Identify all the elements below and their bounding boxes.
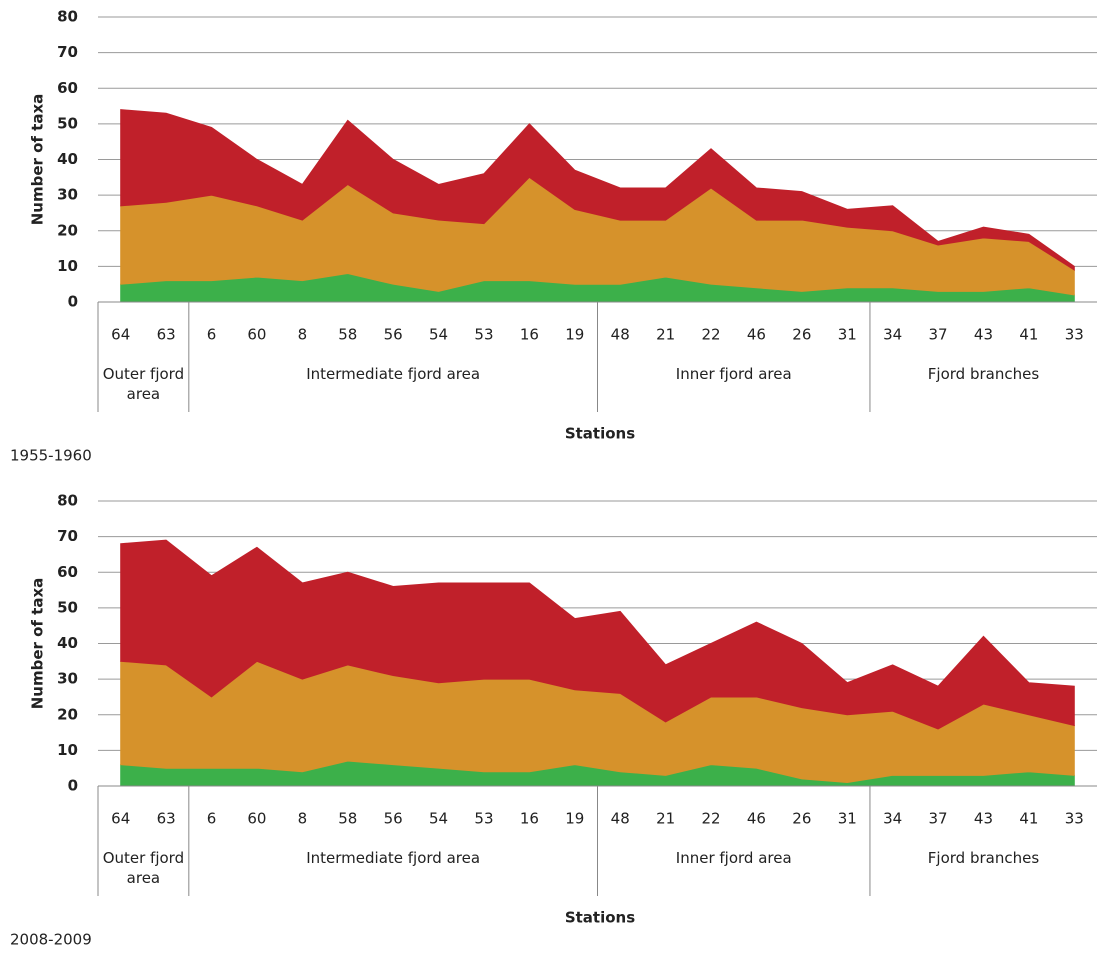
group-label: Outer fjord area — [102, 365, 185, 403]
x-tick-label: 56 — [384, 810, 403, 828]
x-tick-label: 16 — [520, 326, 539, 344]
x-tick-label: 64 — [111, 326, 130, 344]
group-label-box: Fjord branches — [927, 849, 1040, 867]
x-tick-label: 41 — [1019, 810, 1038, 828]
group-label-box: Inner fjord area — [675, 849, 792, 867]
group-label-box: Outer fjord area — [102, 849, 185, 887]
x-tick-label: 8 — [298, 810, 308, 828]
x-tick-label: 26 — [792, 810, 811, 828]
x-tick-label: 58 — [338, 810, 357, 828]
x-tick-label: 33 — [1065, 326, 1084, 344]
y-tick-label: 50 — [57, 114, 78, 132]
x-tick-label: 48 — [611, 810, 630, 828]
x-tick-label: 60 — [247, 326, 266, 344]
x-tick-label: 6 — [207, 326, 217, 344]
chart-title: 2008-2009 — [10, 931, 92, 949]
x-tick-label: 37 — [929, 810, 948, 828]
x-tick-label: 58 — [338, 326, 357, 344]
x-tick-label: 34 — [883, 326, 902, 344]
x-tick-label: 54 — [429, 326, 448, 344]
group-label-box: Inner fjord area — [675, 365, 792, 383]
x-tick-label: 43 — [974, 810, 993, 828]
y-tick-label: 50 — [57, 598, 78, 616]
area — [120, 539, 1075, 730]
x-tick-label: 19 — [565, 810, 584, 828]
x-tick-label: 43 — [974, 326, 993, 344]
x-tick-label: 63 — [157, 810, 176, 828]
x-tick-label: 46 — [747, 326, 766, 344]
x-tick-label: 46 — [747, 810, 766, 828]
y-tick-label: 30 — [57, 670, 78, 688]
group-label: Intermediate fjord area — [306, 849, 481, 867]
x-tick-label: 19 — [565, 326, 584, 344]
group-label: Inner fjord area — [675, 365, 792, 383]
x-tick-label: 54 — [429, 810, 448, 828]
group-label-box: Intermediate fjord area — [306, 849, 481, 867]
y-tick-label: 20 — [57, 221, 78, 239]
chart-title: 1955-1960 — [10, 447, 92, 465]
y-tick-label: 80 — [57, 492, 78, 510]
group-label-box: Outer fjord area — [102, 365, 185, 403]
y-tick-label: 80 — [57, 8, 78, 26]
x-tick-label: 41 — [1019, 326, 1038, 344]
group-label-box: Intermediate fjord area — [306, 365, 481, 383]
x-axis-title: Stations — [565, 425, 635, 443]
y-tick-label: 60 — [57, 563, 78, 581]
x-axis-title: Stations — [565, 909, 635, 927]
x-tick-label: 26 — [792, 326, 811, 344]
x-tick-label: 6 — [207, 810, 217, 828]
group-label: Inner fjord area — [675, 849, 792, 867]
y-tick-label: 40 — [57, 634, 78, 652]
y-tick-label: 60 — [57, 79, 78, 97]
group-label-box: Fjord branches — [927, 365, 1040, 383]
x-tick-label: 33 — [1065, 810, 1084, 828]
x-tick-label: 53 — [474, 810, 493, 828]
x-tick-label: 22 — [701, 810, 720, 828]
x-tick-label: 21 — [656, 326, 675, 344]
x-tick-label: 64 — [111, 810, 130, 828]
y-tick-label: 0 — [68, 293, 78, 311]
x-tick-label: 56 — [384, 326, 403, 344]
group-label: Fjord branches — [927, 849, 1040, 867]
y-tick-label: 0 — [68, 777, 78, 795]
y-axis-title: Number of taxa — [29, 94, 47, 226]
x-tick-label: 63 — [157, 326, 176, 344]
y-tick-label: 30 — [57, 186, 78, 204]
group-label: Outer fjord area — [102, 849, 185, 887]
x-tick-label: 21 — [656, 810, 675, 828]
y-tick-label: 20 — [57, 705, 78, 723]
y-tick-label: 40 — [57, 150, 78, 168]
y-axis-title: Number of taxa — [29, 578, 47, 710]
x-tick-label: 34 — [883, 810, 902, 828]
group-label: Intermediate fjord area — [306, 365, 481, 383]
y-tick-label: 70 — [57, 527, 78, 545]
group-label: Fjord branches — [927, 365, 1040, 383]
area — [120, 109, 1075, 271]
x-tick-label: 53 — [474, 326, 493, 344]
y-tick-label: 10 — [57, 257, 78, 275]
x-tick-label: 37 — [929, 326, 948, 344]
x-tick-label: 60 — [247, 810, 266, 828]
x-tick-label: 22 — [701, 326, 720, 344]
y-tick-label: 70 — [57, 43, 78, 61]
x-tick-label: 16 — [520, 810, 539, 828]
y-tick-label: 10 — [57, 741, 78, 759]
x-tick-label: 31 — [838, 326, 857, 344]
x-tick-label: 8 — [298, 326, 308, 344]
x-tick-label: 31 — [838, 810, 857, 828]
x-tick-label: 48 — [611, 326, 630, 344]
